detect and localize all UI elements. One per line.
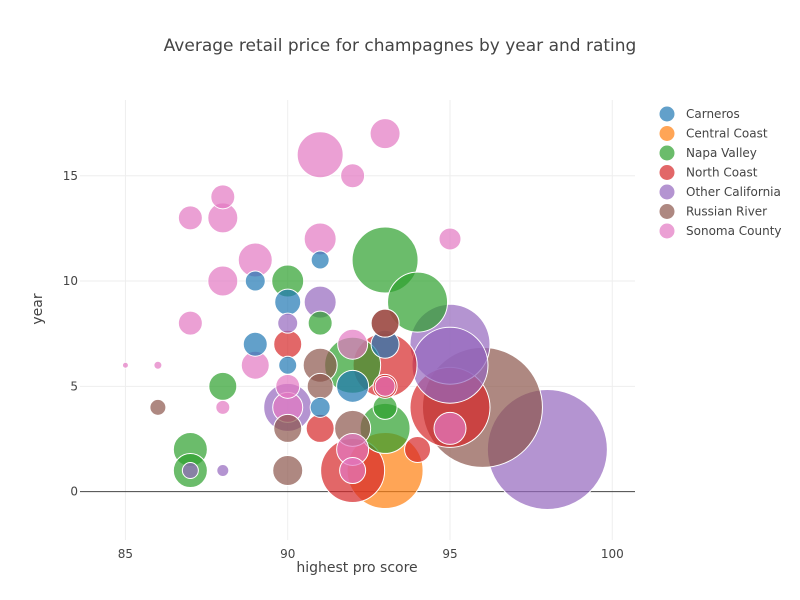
bubble-north-coast[interactable] — [305, 413, 335, 443]
bubble-carneros[interactable] — [278, 355, 298, 375]
bubble-sonoma-county[interactable] — [121, 361, 129, 369]
bubble-sonoma-county[interactable] — [177, 205, 203, 231]
y-tick-label: 10 — [63, 274, 78, 288]
y-axis-label: year — [30, 293, 46, 324]
legend-marker — [658, 125, 676, 142]
y-tick-label: 0 — [70, 485, 78, 499]
bubble-napa-valley[interactable] — [208, 371, 238, 401]
bubble-carneros[interactable] — [244, 270, 266, 292]
bubble-north-coast[interactable] — [273, 329, 303, 359]
axis-ticks: 85 90 95 100 0 5 10 15 — [63, 169, 624, 561]
bubble-carneros[interactable] — [309, 396, 331, 418]
bubble-north-coast[interactable] — [404, 435, 432, 463]
bubble-other-california[interactable] — [216, 464, 230, 478]
legend-label: Central Coast — [686, 127, 768, 141]
bubble-russian-river[interactable] — [273, 413, 303, 443]
legend[interactable]: Carneros Central Coast Napa Valley North Co… — [658, 105, 782, 240]
legend-label: Carneros — [686, 107, 740, 121]
legend-label: Other California — [686, 185, 781, 199]
bubble-sonoma-county[interactable] — [275, 373, 301, 399]
x-tick-label: 95 — [442, 547, 457, 561]
legend-marker — [658, 144, 676, 162]
bubble-carneros[interactable] — [336, 369, 370, 403]
bubble-russian-river[interactable] — [149, 398, 167, 416]
legend-label: Russian River — [686, 205, 767, 219]
bubble-russian-river[interactable] — [370, 308, 400, 338]
bubble-sonoma-county[interactable] — [210, 184, 236, 210]
bubble-sonoma-county[interactable] — [374, 375, 396, 397]
plot-area[interactable] — [121, 118, 608, 510]
legend-item-russian-river[interactable]: Russian River — [658, 203, 767, 220]
bubble-other-california[interactable] — [411, 326, 489, 404]
bubble-russian-river[interactable] — [272, 455, 304, 487]
bubble-carneros[interactable] — [310, 250, 330, 270]
legend-item-sonoma-county[interactable]: Sonoma County — [658, 222, 782, 240]
legend-item-other-california[interactable]: Other California — [658, 183, 781, 201]
bubble-sonoma-county[interactable] — [433, 411, 467, 445]
bubble-russian-river[interactable] — [306, 372, 334, 400]
legend-item-central-coast[interactable]: Central Coast — [658, 125, 768, 142]
legend-marker — [658, 183, 676, 201]
legend-label: Sonoma County — [686, 224, 782, 238]
bubble-carneros[interactable] — [242, 331, 268, 357]
bubble-sonoma-county[interactable] — [339, 457, 367, 485]
legend-item-napa-valley[interactable]: Napa Valley — [658, 144, 757, 162]
bubble-sonoma-county[interactable] — [296, 131, 344, 179]
x-axis-label: highest pro score — [296, 560, 417, 576]
legend-label: Napa Valley — [686, 146, 757, 160]
bubble-other-california[interactable] — [181, 462, 199, 480]
bubble-napa-valley[interactable] — [387, 271, 449, 333]
legend-marker — [658, 105, 676, 123]
y-tick-label: 5 — [70, 379, 78, 393]
bubble-sonoma-county[interactable] — [369, 118, 401, 150]
bubble-sonoma-county[interactable] — [303, 222, 337, 256]
bubble-napa-valley[interactable] — [372, 394, 398, 420]
bubble-sonoma-county[interactable] — [207, 265, 239, 297]
chart-title: Average retail price for champagnes by y… — [164, 36, 637, 56]
x-tick-label: 100 — [601, 547, 624, 561]
legend-item-north-coast[interactable]: North Coast — [658, 164, 758, 181]
bubble-carneros[interactable] — [274, 288, 302, 316]
bubble-sonoma-county[interactable] — [153, 360, 163, 370]
legend-marker — [658, 164, 676, 181]
bubble-sonoma-county[interactable] — [340, 163, 366, 189]
x-tick-label: 90 — [280, 547, 295, 561]
y-tick-label: 15 — [63, 169, 78, 183]
legend-marker — [658, 203, 676, 220]
bubble-sonoma-county[interactable] — [215, 399, 231, 415]
bubble-sonoma-county[interactable] — [438, 227, 462, 251]
x-tick-label: 85 — [118, 547, 133, 561]
legend-item-carneros[interactable]: Carneros — [658, 105, 740, 123]
bubble-sonoma-county[interactable] — [337, 328, 369, 360]
legend-label: North Coast — [686, 166, 758, 180]
bubble-napa-valley[interactable] — [307, 310, 333, 336]
bubble-other-california[interactable] — [277, 312, 299, 334]
legend-marker — [658, 222, 676, 240]
bubble-sonoma-county[interactable] — [177, 310, 203, 336]
